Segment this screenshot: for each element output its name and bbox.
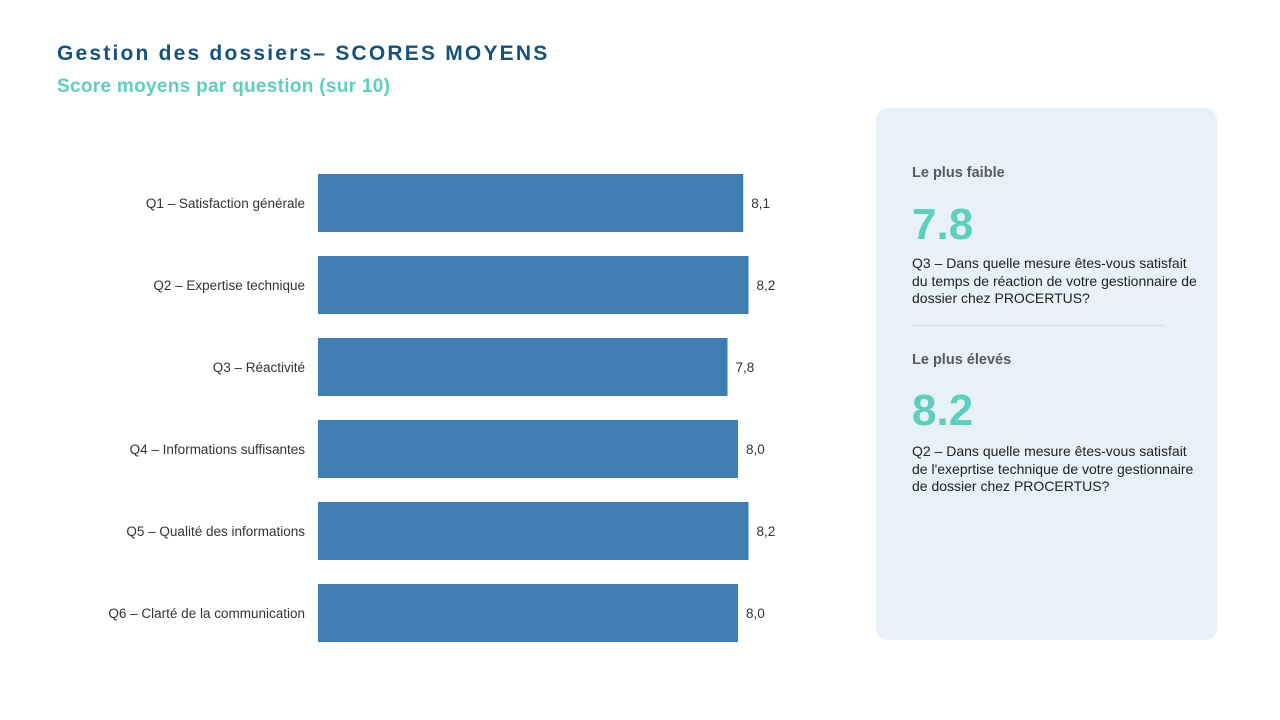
highest-description: Q2 – Dans quelle mesure êtes-vous satisf…: [912, 443, 1194, 494]
bar-4: [318, 420, 738, 478]
page-title: Gestion des dossiers– SCORES MOYENS: [57, 42, 550, 65]
lowest-value: 7.8: [912, 200, 974, 249]
value-label-1: 8,1: [751, 196, 770, 211]
bar-5: [318, 502, 749, 560]
bar-6: [318, 584, 738, 642]
bar-3: [318, 338, 728, 396]
bar-chart: Q1 – Satisfaction générale 8,1 Q2 – Expert…: [108, 174, 776, 642]
bar-2: [318, 256, 749, 314]
value-label-6: 8,0: [746, 606, 765, 621]
highest-heading: Le plus élevés: [912, 352, 1012, 368]
summary-panel: Le plus faible 7.8 Q3 – Dans quelle mesu…: [876, 108, 1217, 640]
value-label-3: 7,8: [736, 360, 755, 375]
value-label-4: 8,0: [746, 442, 765, 457]
lowest-description: Q3 – Dans quelle mesure êtes-vous satisf…: [912, 255, 1197, 306]
highest-value: 8.2: [912, 386, 974, 435]
value-label-2: 8,2: [757, 278, 776, 293]
category-label-1: Q1 – Satisfaction générale: [146, 196, 305, 211]
category-label-4: Q4 – Informations suffisantes: [130, 442, 306, 457]
panel-divider: [912, 325, 1164, 326]
category-label-3: Q3 – Réactivité: [213, 360, 305, 375]
page-subtitle: Score moyens par question (sur 10): [57, 76, 391, 97]
category-label-6: Q6 – Clarté de la communication: [108, 606, 305, 621]
value-label-5: 8,2: [757, 524, 776, 539]
bar-1: [318, 174, 744, 232]
category-label-5: Q5 – Qualité des informations: [126, 524, 305, 539]
category-label-2: Q2 – Expertise technique: [153, 278, 305, 293]
lowest-heading: Le plus faible: [912, 165, 1005, 181]
